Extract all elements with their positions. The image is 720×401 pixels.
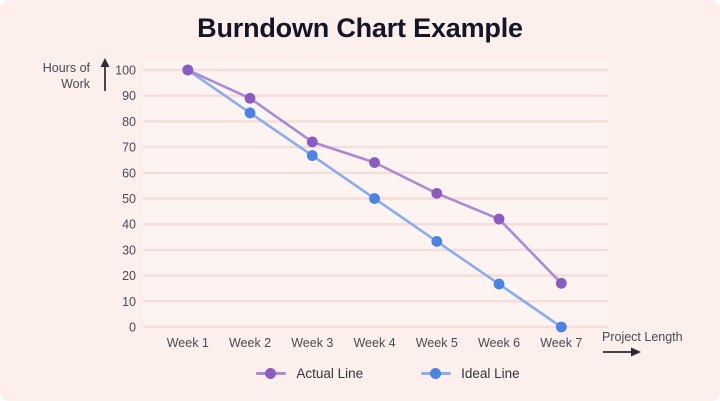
y-tick-label: 70 <box>122 141 136 155</box>
y-tick-label: 40 <box>122 218 136 232</box>
y-axis-title-line1: Hours of <box>42 61 90 75</box>
actual-line-point <box>244 92 256 104</box>
y-tick-label: 20 <box>122 269 136 283</box>
legend-item-ideal: Ideal Line <box>421 366 520 381</box>
actual-line-point <box>306 136 318 148</box>
actual-line-point <box>182 64 194 76</box>
legend-marker-ideal-icon <box>421 368 452 379</box>
ideal-line-point <box>493 278 505 290</box>
y-tick-label: 0 <box>129 321 136 335</box>
x-tick-label: Week 7 <box>540 336 582 350</box>
legend-label-ideal: Ideal Line <box>461 366 520 381</box>
x-tick-label: Week 1 <box>167 336 209 350</box>
x-tick-label: Week 2 <box>229 336 271 350</box>
ideal-line-point <box>555 321 567 333</box>
ideal-line-point <box>306 150 318 161</box>
x-tick-label: Week 4 <box>353 336 395 350</box>
legend-dot-swatch <box>265 368 277 379</box>
ideal-line-point <box>431 236 443 247</box>
actual-line-point <box>369 157 380 168</box>
ideal-line-point <box>244 107 256 119</box>
y-tick-label: 50 <box>122 192 136 206</box>
legend-label-actual: Actual Line <box>296 366 364 381</box>
chart-title: Burndown Chart Example <box>197 13 523 43</box>
legend-item-actual: Actual Line <box>256 366 363 381</box>
x-tick-label: Week 6 <box>478 336 520 350</box>
arrow-up-icon <box>97 57 113 98</box>
x-axis-title-block: Project Length <box>602 330 698 360</box>
legend-dot-swatch <box>430 368 442 379</box>
y-tick-label: 100 <box>115 64 136 78</box>
ideal-line-point <box>369 193 380 204</box>
y-tick-label: 90 <box>122 89 136 103</box>
y-axis-title-line2: Work <box>61 77 90 92</box>
actual-line-point <box>493 213 505 225</box>
arrow-right-icon <box>602 346 688 360</box>
x-tick-label: Week 3 <box>291 336 333 350</box>
chart-legend: Actual Line Ideal Line <box>0 366 720 381</box>
x-axis-title: Project Length <box>602 330 683 344</box>
actual-line-point <box>555 277 567 289</box>
y-tick-label: 80 <box>122 115 136 129</box>
actual-line-point <box>431 187 443 199</box>
x-tick-label: Week 5 <box>416 336 458 350</box>
y-tick-label: 10 <box>122 295 136 309</box>
y-tick-label: 30 <box>122 243 136 257</box>
y-tick-label: 60 <box>122 166 136 180</box>
y-axis-title: Hours of Work <box>28 60 90 93</box>
legend-marker-actual-icon <box>256 368 287 379</box>
